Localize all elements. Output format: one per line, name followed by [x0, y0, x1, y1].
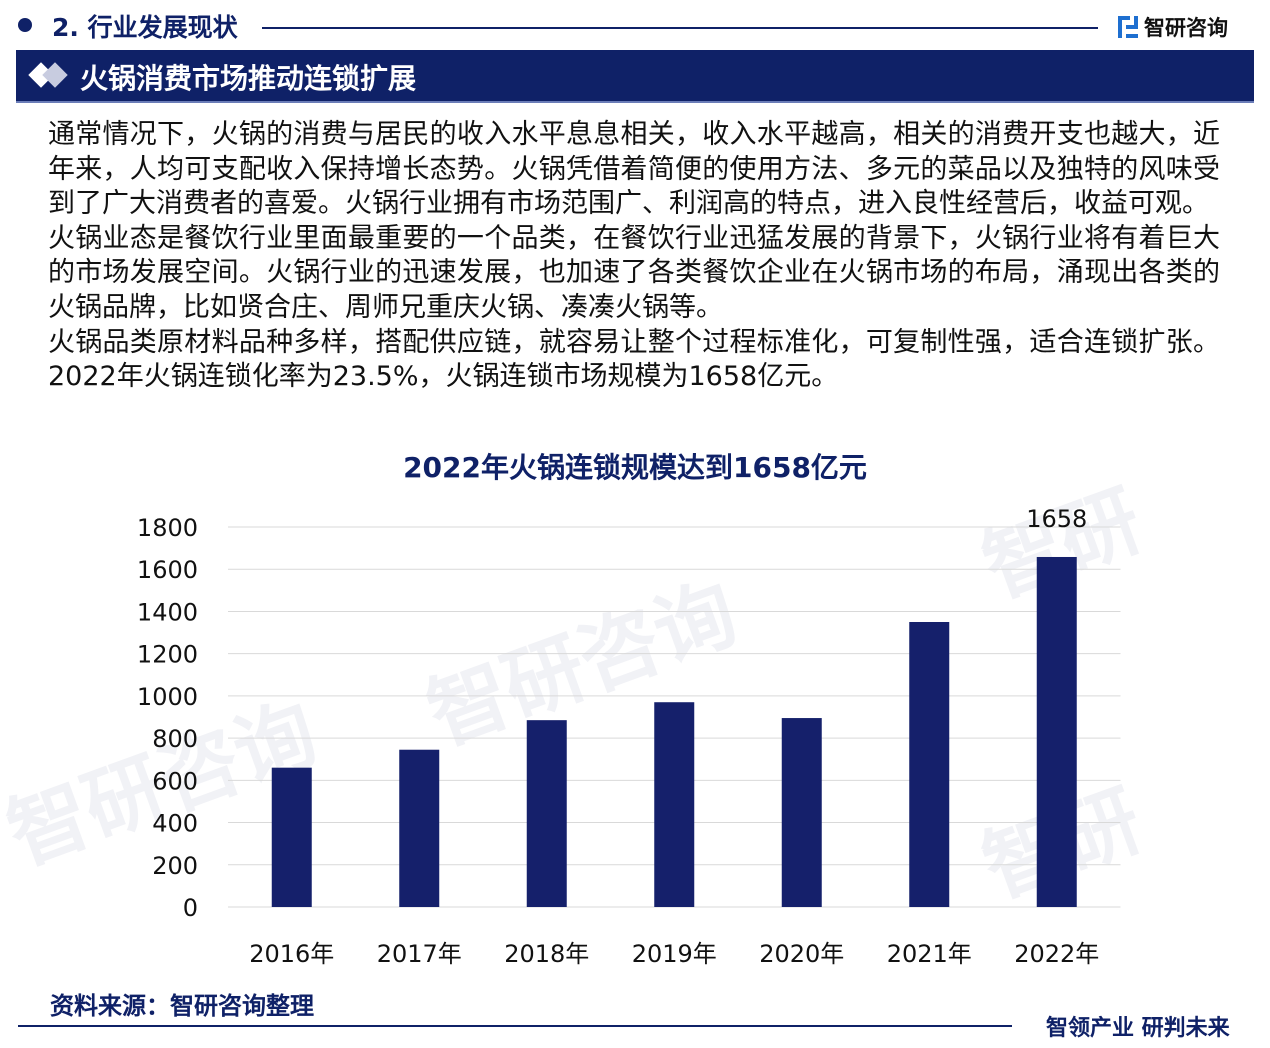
bar — [399, 749, 440, 907]
paragraph: 火锅业态是餐饮行业里面最重要的一个品类，在餐饮行业迅猛发展的背景下，火锅行业将有… — [48, 222, 1220, 323]
title-banner: 火锅消费市场推动连锁扩展 — [16, 50, 1254, 103]
body-text: 通常情况下，火锅的消费与居民的收入水平息息相关，收入水平越高，相关的消费开支也越… — [48, 118, 1220, 395]
y-tick-label: 1800 — [137, 514, 198, 542]
paragraph: 火锅品类原材料品种多样，搭配供应链，就容易让整个过程标准化，可复制性强，适合连锁… — [48, 326, 1220, 393]
x-tick-label: 2016年 — [249, 940, 334, 968]
section-bullet-icon — [18, 18, 32, 32]
logo-text: 智研咨询 — [1144, 16, 1228, 40]
bar — [271, 767, 312, 907]
brand-logo: 智研咨询 — [1118, 12, 1228, 42]
x-tick-label: 2018年 — [504, 940, 589, 968]
y-tick-label: 1600 — [137, 556, 198, 584]
banner-title: 火锅消费市场推动连锁扩展 — [80, 62, 417, 95]
chart-title: 2022年火锅连锁规模达到1658亿元 — [403, 451, 867, 484]
y-tick-label: 1400 — [137, 598, 198, 626]
bar — [909, 622, 950, 907]
bar — [1036, 556, 1077, 907]
section-title: 2. 行业发展现状 — [52, 13, 238, 42]
y-tick-label: 1200 — [137, 641, 198, 669]
data-label: 1658 — [1026, 505, 1087, 533]
y-tick-label: 1000 — [137, 683, 198, 711]
slogan: 智领产业 研判未来 — [1046, 1016, 1230, 1041]
y-tick-label: 800 — [152, 725, 198, 753]
x-tick-label: 2017年 — [377, 940, 462, 968]
y-tick-label: 400 — [152, 810, 198, 838]
bar — [526, 720, 567, 907]
paragraph: 通常情况下，火锅的消费与居民的收入水平息息相关，收入水平越高，相关的消费开支也越… — [48, 119, 1220, 220]
x-tick-label: 2019年 — [632, 940, 717, 968]
x-tick-label: 2021年 — [887, 940, 972, 968]
y-tick-label: 600 — [152, 767, 198, 795]
source-note: 资料来源：智研咨询整理 — [50, 992, 314, 1020]
bar — [781, 718, 822, 907]
section-divider — [262, 27, 1098, 29]
logo-icon — [1118, 16, 1138, 38]
bar — [654, 702, 695, 907]
y-tick-label: 200 — [152, 852, 198, 880]
x-tick-label: 2020年 — [759, 940, 844, 968]
y-tick-label: 0 — [183, 894, 198, 922]
x-tick-label: 2022年 — [1014, 940, 1099, 968]
footer-divider — [18, 1025, 1012, 1027]
bar-chart: 0 200 400 600 800 1000 1200 1400 1600 1800 2016年 20… — [137, 505, 1121, 968]
diamond-icon — [28, 62, 70, 89]
